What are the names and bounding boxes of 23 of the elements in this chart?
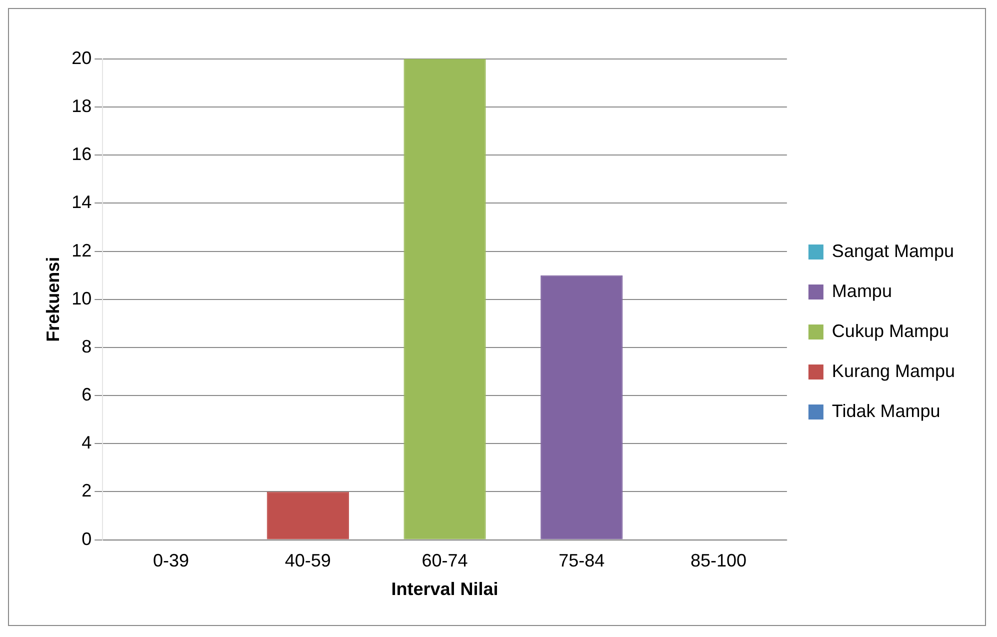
x-tick-label: 75-84: [558, 550, 605, 571]
legend-label: Tidak Mampu: [832, 400, 940, 421]
y-tick-label: 14: [72, 192, 92, 212]
y-tick-label: 20: [72, 48, 92, 68]
x-tick-label: 40-59: [284, 550, 331, 571]
y-tick-label: 18: [72, 96, 92, 116]
y-tick-label: 16: [72, 144, 92, 164]
x-tick-label: 0-39: [153, 550, 190, 571]
y-tick-label: 2: [82, 480, 92, 501]
legend-label: Kurang Mampu: [832, 360, 956, 381]
y-tick-label: 0: [82, 528, 92, 549]
y-axis-title: Frekuensi: [42, 256, 63, 342]
y-tick-label: 8: [82, 336, 92, 356]
y-tick-label: 12: [72, 240, 92, 260]
legend-label: Cukup Mampu: [832, 320, 949, 341]
y-tick-label: 6: [82, 384, 92, 405]
x-tick-label: 60-74: [422, 550, 468, 571]
legend-label: Sangat Mampu: [832, 240, 954, 261]
x-tick-label: 85-100: [690, 550, 747, 571]
y-tick-label: 10: [72, 288, 92, 308]
legend-label: Mampu: [832, 280, 892, 301]
x-axis-title: Interval Nilai: [391, 579, 498, 600]
y-tick-label: 4: [82, 432, 92, 453]
